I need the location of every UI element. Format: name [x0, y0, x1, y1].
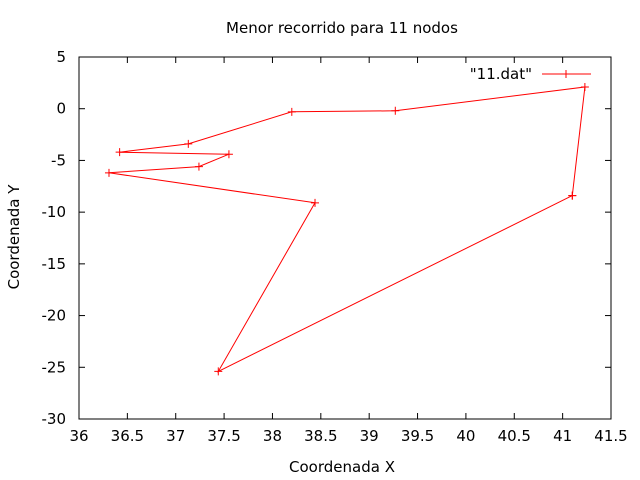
x-tick-label: 37.5 — [207, 427, 240, 445]
y-tick-label: -10 — [42, 203, 67, 221]
chart-title: Menor recorrido para 11 nodos — [226, 19, 458, 37]
x-tick-label: 37 — [166, 427, 185, 445]
data-point — [214, 367, 223, 376]
y-tick-label: -25 — [42, 358, 67, 376]
x-tick-label: 38.5 — [304, 427, 337, 445]
legend: "11.dat" — [470, 65, 591, 83]
x-tick-label: 36 — [69, 427, 88, 445]
x-tick-label: 40 — [456, 427, 475, 445]
x-tick-label: 41.5 — [594, 427, 627, 445]
data-point — [194, 162, 203, 171]
x-axis-label: Coordenada X — [289, 458, 395, 476]
y-axis-label: Coordenada Y — [5, 184, 23, 290]
y-tick-label: -30 — [42, 410, 67, 428]
x-tick-label: 39 — [360, 427, 379, 445]
data-point — [580, 82, 589, 91]
series-line — [108, 86, 586, 373]
plot-area — [104, 82, 589, 376]
axes: 36 36.5 37 37.5 38 38.5 39 39.5 40 40.5 41 41.5 5 0 -5… — [42, 48, 628, 445]
data-point — [224, 150, 233, 159]
x-tick-label: 36.5 — [111, 427, 144, 445]
legend-marker — [562, 70, 570, 78]
y-tick-label: -5 — [51, 151, 66, 169]
data-point — [115, 148, 124, 157]
y-tick-label: -20 — [42, 307, 67, 325]
x-tick-label: 41 — [553, 427, 572, 445]
data-point — [184, 139, 193, 148]
data-point — [391, 106, 400, 115]
plot-frame — [78, 56, 612, 420]
data-point — [311, 198, 320, 207]
data-point — [287, 107, 296, 116]
x-tick-label: 40.5 — [498, 427, 531, 445]
data-point — [104, 168, 113, 177]
data-point — [568, 191, 577, 200]
y-tick-label: -15 — [42, 255, 67, 273]
y-tick-label: 0 — [56, 100, 66, 118]
legend-label: "11.dat" — [470, 65, 532, 83]
y-tick-label: 5 — [56, 48, 66, 66]
x-tick-label: 39.5 — [401, 427, 434, 445]
x-tick-label: 38 — [263, 427, 282, 445]
